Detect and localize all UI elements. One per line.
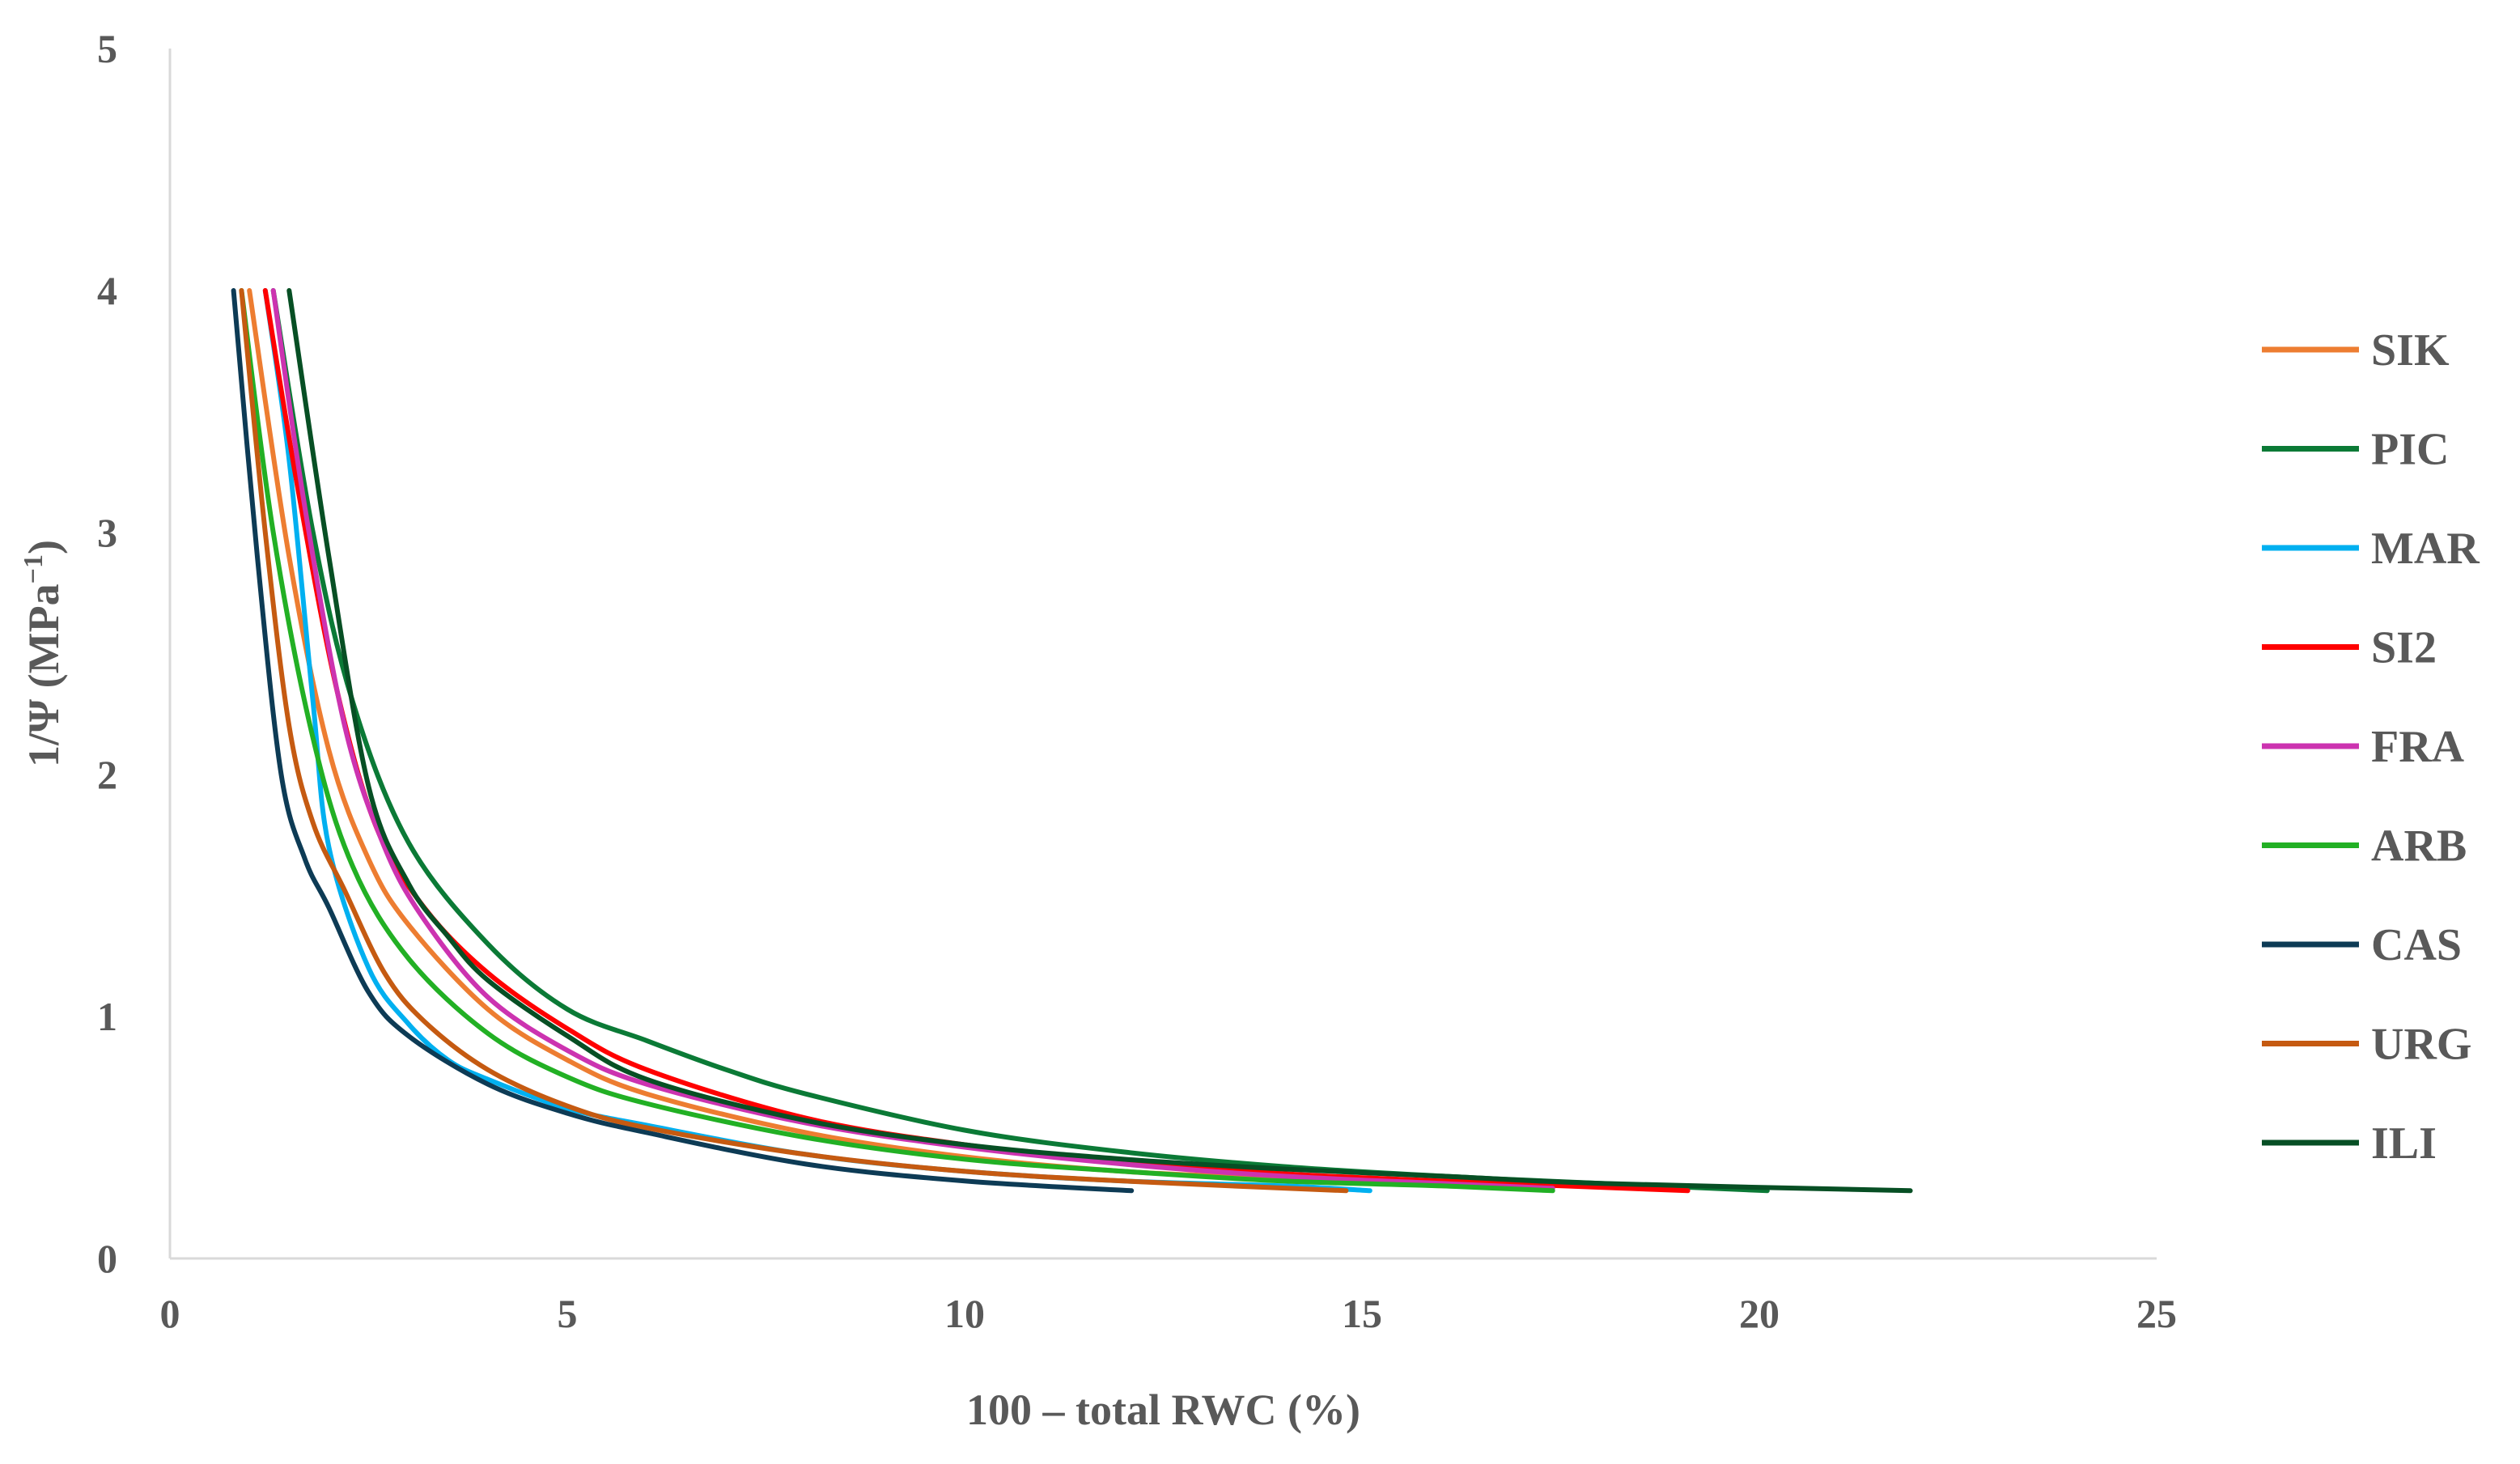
series-line-cas	[231, 288, 1135, 1194]
y-tick-label: 1	[97, 994, 117, 1039]
legend-item-sik: SIK	[2262, 325, 2450, 376]
legend-item-cas: CAS	[2262, 920, 2462, 970]
y-tick-label: 4	[97, 268, 117, 313]
legend-label: SI2	[2371, 623, 2437, 673]
y-axis-title: 1/Ψ (MPa−1)	[19, 540, 68, 767]
legend: SIK PIC MAR SI2 FRA ARB CAS URG ILI	[2262, 325, 2480, 1169]
y-tick-label: 0	[97, 1236, 117, 1281]
series-line-si2	[262, 288, 1691, 1194]
series-line-arb	[239, 288, 1555, 1194]
x-axis-title: 100 – total RWC (%)	[966, 1385, 1360, 1434]
legend-label: ILI	[2371, 1118, 2437, 1169]
legend-label: SIK	[2371, 325, 2450, 376]
series-line-fra	[270, 288, 1555, 1191]
y-axis-title-superscript: −1	[19, 554, 49, 583]
y-tick-label: 2	[97, 752, 117, 797]
series-line-pic	[270, 288, 1770, 1194]
legend-item-fra: FRA	[2262, 722, 2465, 772]
series-line-mar	[262, 288, 1372, 1194]
legend-label: PIC	[2371, 425, 2449, 475]
legend-item-arb: ARB	[2262, 821, 2467, 872]
x-tick-label: 20	[1739, 1291, 1780, 1336]
x-tick-labels: 0 5 10 15 20 25	[160, 1291, 2178, 1336]
y-axis-title-close: )	[19, 540, 68, 554]
legend-item-urg: URG	[2262, 1020, 2471, 1070]
legend-item-ili: ILI	[2262, 1118, 2437, 1169]
series-line-ili	[286, 288, 1913, 1194]
legend-item-pic: PIC	[2262, 425, 2449, 475]
legend-item-mar: MAR	[2262, 524, 2480, 574]
legend-item-si2: SI2	[2262, 623, 2437, 673]
series-lines	[231, 288, 1913, 1194]
x-tick-label: 0	[160, 1291, 180, 1336]
axes	[168, 49, 2157, 1260]
series-line-sik	[247, 288, 1555, 1191]
legend-label: CAS	[2371, 920, 2462, 970]
x-tick-label: 10	[944, 1291, 985, 1336]
legend-label: ARB	[2371, 821, 2467, 872]
x-tick-label: 5	[558, 1291, 578, 1336]
series-line-urg	[239, 288, 1349, 1194]
y-tick-label: 3	[97, 510, 117, 555]
y-tick-labels: 0 1 2 3 4 5	[97, 26, 117, 1281]
x-tick-label: 15	[1342, 1291, 1382, 1336]
legend-label: MAR	[2371, 524, 2480, 574]
x-tick-label: 25	[2136, 1291, 2177, 1336]
y-axis-title-main: 1/Ψ (MPa	[19, 583, 68, 767]
y-tick-label: 5	[97, 26, 117, 71]
legend-label: FRA	[2371, 722, 2465, 772]
legend-label: URG	[2371, 1020, 2471, 1070]
